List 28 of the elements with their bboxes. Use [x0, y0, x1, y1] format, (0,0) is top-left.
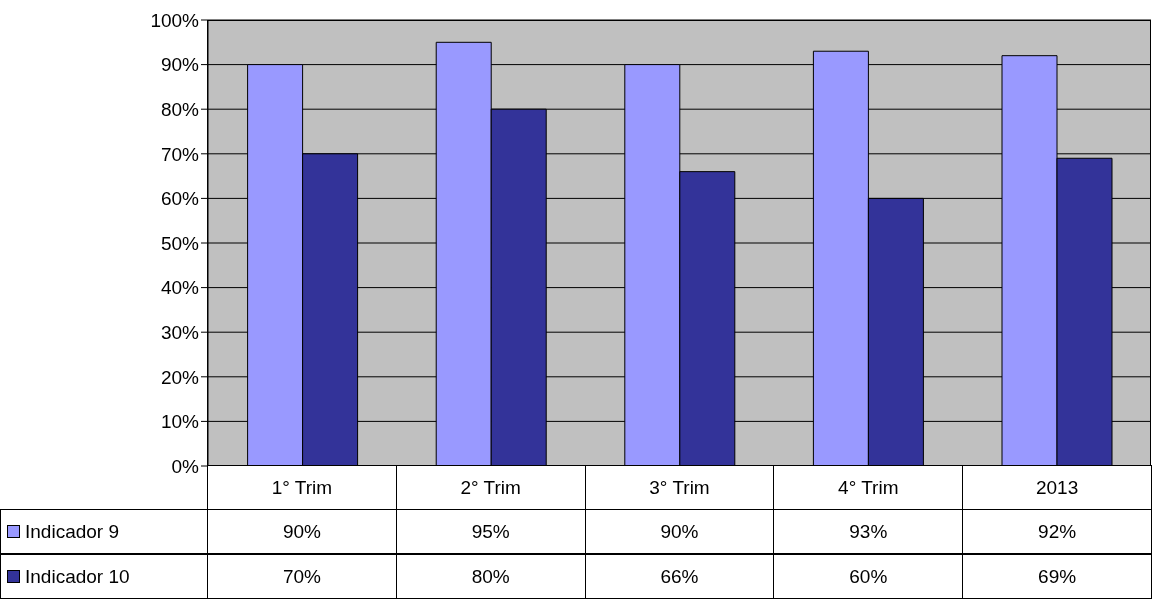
data-label: 90% — [207, 509, 397, 554]
y-tick-label: 30% — [160, 321, 200, 343]
y-tick-label: 60% — [160, 188, 200, 210]
y-tick-label: 10% — [160, 411, 200, 433]
x-tick-label: 1° Trim — [207, 465, 397, 510]
x-tick-label: 2013 — [962, 465, 1152, 510]
y-tick-label: 100% — [150, 9, 200, 31]
x-tick-label: 2° Trim — [395, 465, 586, 510]
y-tick-label: 50% — [160, 232, 200, 254]
data-label: 70% — [207, 554, 397, 599]
x-tick-label: 4° Trim — [773, 465, 964, 510]
data-label: 92% — [962, 509, 1152, 554]
legend-label: Indicador 9 — [25, 520, 120, 543]
y-tick-label: 70% — [160, 143, 200, 165]
y-tick-label: 80% — [160, 98, 200, 120]
legend-label: Indicador 10 — [25, 565, 130, 588]
y-tick-label: 40% — [160, 277, 200, 299]
data-label: 93% — [773, 509, 964, 554]
y-tick-label: 90% — [160, 54, 200, 76]
data-label: 69% — [962, 554, 1152, 599]
x-tick-label: 3° Trim — [584, 465, 775, 510]
y-tick-label: 0% — [171, 455, 200, 477]
data-label: 66% — [584, 554, 775, 599]
data-label: 90% — [584, 509, 775, 554]
y-tick-label: 20% — [160, 366, 200, 388]
data-label: 80% — [395, 554, 586, 599]
data-label: 60% — [773, 554, 964, 599]
data-label: 95% — [395, 509, 586, 554]
